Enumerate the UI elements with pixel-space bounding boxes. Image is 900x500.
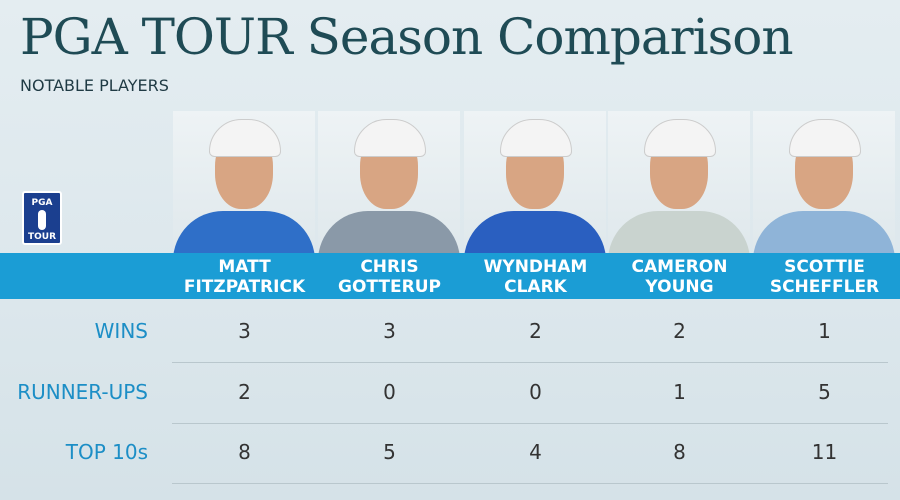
cell-value: 0 (383, 380, 396, 404)
cap (644, 119, 716, 157)
logo: PGA TOUR (22, 191, 62, 245)
cap (209, 119, 281, 157)
player-last-name: GOTTERUP (338, 277, 441, 297)
cell-value: 2 (238, 380, 251, 404)
cell-value: 1 (673, 380, 686, 404)
cap (789, 119, 861, 157)
row-separator (172, 423, 888, 424)
cell-value: 1 (818, 319, 831, 343)
cell-value: 8 (238, 440, 251, 464)
row-label: WINS (94, 319, 148, 343)
cell-value: 2 (529, 319, 542, 343)
row-label: TOP 10s (65, 440, 148, 464)
player-photo (173, 111, 315, 253)
subtitle: NOTABLE PLAYERS (20, 76, 169, 95)
player-first-name: WYNDHAM (483, 257, 588, 277)
player-last-name: FITZPATRICK (183, 277, 306, 297)
cell-value: 3 (383, 319, 396, 343)
player-photo (608, 111, 750, 253)
logo-text: PGA (31, 198, 53, 208)
row-label: RUNNER-UPS (17, 380, 148, 404)
shirt (464, 211, 606, 253)
player-last-name: YOUNG (645, 277, 714, 297)
player-last-name: CLARK (504, 277, 567, 297)
player-first-name: MATT (218, 257, 271, 277)
player-photo (753, 111, 895, 253)
logo-text: TOUR (27, 232, 57, 242)
player-photo (464, 111, 606, 253)
player-first-name: CAMERON (631, 257, 728, 277)
title: PGA TOUR Season Comparison (20, 8, 794, 66)
cell-value: 8 (673, 440, 686, 464)
shirt (608, 211, 750, 253)
shirt (318, 211, 460, 253)
row-separator (172, 483, 888, 484)
shirt (173, 211, 315, 253)
player-first-name: SCOTTIE (784, 257, 865, 277)
cell-value: 5 (818, 380, 831, 404)
cell-value: 11 (811, 440, 838, 464)
row-separator (172, 362, 888, 363)
player-photo (318, 111, 460, 253)
cell-value: 3 (238, 319, 251, 343)
player-last-name: SCHEFFLER (769, 277, 880, 297)
player-first-name: CHRIS (360, 257, 419, 277)
cap (354, 119, 426, 157)
cell-value: 4 (529, 440, 542, 464)
cell-value: 0 (529, 380, 542, 404)
shirt (753, 211, 895, 253)
cell-value: 5 (383, 440, 396, 464)
logo-figure (38, 210, 46, 230)
name-band (0, 253, 900, 299)
cap (500, 119, 572, 157)
cell-value: 2 (673, 319, 686, 343)
